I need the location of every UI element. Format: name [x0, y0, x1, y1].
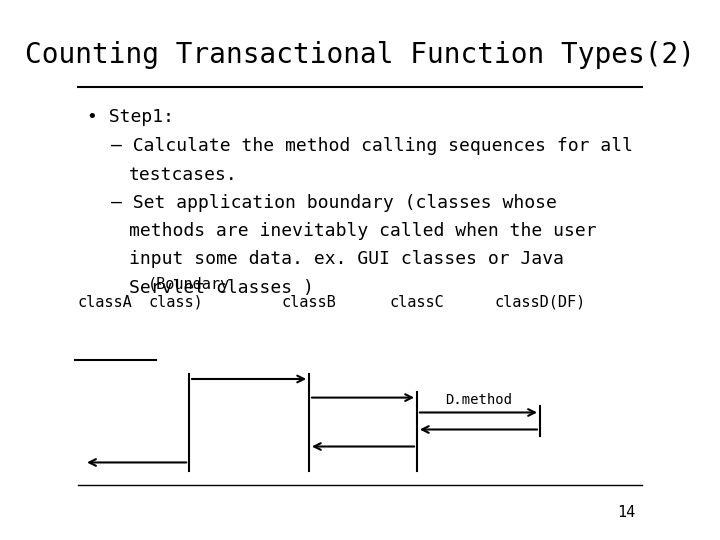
Text: D.method: D.method [445, 393, 512, 407]
Text: 14: 14 [618, 505, 636, 520]
Text: methods are inevitably called when the user: methods are inevitably called when the u… [129, 222, 597, 240]
Text: classB: classB [282, 295, 336, 310]
Text: • Step1:: • Step1: [87, 108, 174, 126]
Text: classD(DF): classD(DF) [494, 295, 585, 310]
Text: – Calculate the method calling sequences for all: – Calculate the method calling sequences… [111, 137, 633, 155]
Text: classA: classA [78, 295, 132, 310]
Text: classC: classC [390, 295, 444, 310]
Text: input some data. ex. GUI classes or Java: input some data. ex. GUI classes or Java [129, 251, 564, 268]
Text: (Boundary
class): (Boundary class) [148, 278, 230, 310]
Text: – Set application boundary (classes whose: – Set application boundary (classes whos… [111, 194, 557, 212]
Text: testcases.: testcases. [129, 166, 238, 184]
Text: Servlet classes ): Servlet classes ) [129, 279, 314, 296]
Text: Counting Transactional Function Types(2): Counting Transactional Function Types(2) [25, 42, 695, 69]
